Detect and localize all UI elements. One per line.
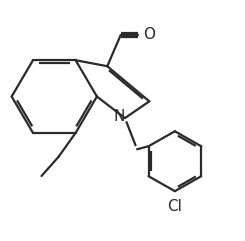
Text: Cl: Cl [167,199,182,214]
Text: N: N [114,109,125,124]
Text: O: O [143,27,155,42]
